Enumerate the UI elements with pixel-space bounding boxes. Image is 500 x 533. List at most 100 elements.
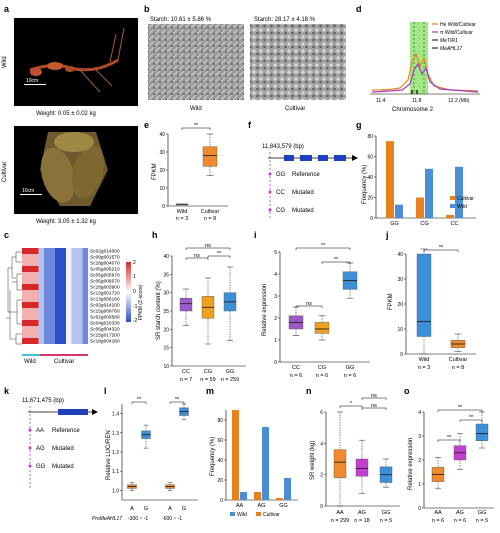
x-tick-label: n = 6 xyxy=(344,373,356,379)
significance-label: * xyxy=(350,401,353,407)
y-tick-label: 10 xyxy=(397,327,403,333)
heatmap-cell xyxy=(82,338,88,344)
genotype-desc: Mutated xyxy=(292,190,314,196)
heatmap-cell xyxy=(27,278,33,284)
heatmap-cell xyxy=(82,290,88,296)
heatmap-cell xyxy=(55,248,61,254)
heatmap-cell xyxy=(55,332,61,338)
heatmap-cell xyxy=(66,326,72,332)
wild-root-photo xyxy=(14,18,138,106)
significance-bracket xyxy=(169,401,185,404)
heatmap-cell xyxy=(44,338,50,344)
panel-c: c Sc02g014000Sc09g001570Sc18g004070Sc05g… xyxy=(4,230,144,365)
scale-tick: 1 xyxy=(133,274,136,280)
heatmap-cell xyxy=(71,248,77,254)
heatmap-cell xyxy=(77,338,83,344)
significance-bracket xyxy=(423,249,459,252)
panel-letter: c xyxy=(4,230,9,240)
heatmap-cell xyxy=(55,254,61,260)
panel-letter: l xyxy=(104,386,107,396)
heatmap-cell xyxy=(60,308,66,314)
y-tick-label: 6 xyxy=(320,410,323,416)
heatmap-cell xyxy=(71,320,77,326)
row-label-wild: Wild xyxy=(2,56,8,68)
heatmap-cell xyxy=(27,260,33,266)
heatmap-cell xyxy=(27,326,33,332)
genotype-desc: Mutated xyxy=(52,446,74,452)
significance-label: ns xyxy=(194,253,200,259)
y-tick-label: 4 xyxy=(274,272,277,278)
significance-label: ns xyxy=(306,301,312,307)
bar xyxy=(386,141,394,218)
panel-letter: m xyxy=(206,386,214,396)
exon xyxy=(58,409,88,415)
bar xyxy=(254,492,261,500)
x-tick-label: n = 6 xyxy=(432,518,444,524)
x-tick-label: n = 299 xyxy=(331,518,350,524)
wild-root-image xyxy=(24,27,125,93)
y-tick-label: 40 xyxy=(397,252,403,258)
scale-bar-label: 10cm xyxy=(26,78,38,84)
heatmap-cell xyxy=(22,278,28,284)
heatmap-cell xyxy=(77,296,83,302)
x-tick-label: n = 59 xyxy=(200,377,215,383)
heatmap-cell xyxy=(77,260,83,266)
heatmap-cell xyxy=(44,314,50,320)
significance-label: ** xyxy=(321,243,326,249)
heatmap-cell xyxy=(33,260,39,266)
y-tick-label: 30 xyxy=(163,291,169,297)
pi-line xyxy=(371,62,479,93)
sem-label-wild: Wild xyxy=(190,106,202,112)
x-tick-label: Wild xyxy=(419,357,430,363)
heatmap-cell xyxy=(38,308,44,314)
heatmap-cell xyxy=(33,272,39,278)
heatmap-cell xyxy=(60,314,66,320)
heatmap-cell xyxy=(82,326,88,332)
y-tick-label: 1.0 xyxy=(112,488,119,494)
chart-e: 0 10 20 30 40 ** Wild Cultivar n = 3 n = 8 xyxy=(159,123,228,222)
panel-l: l Relative LUC/REN 1.0 1.1 1.2 1.3 1.4 ** ** A G… xyxy=(92,386,198,522)
gene-label: Sc02g014000 xyxy=(90,249,120,255)
x-tick: 11.4 xyxy=(376,98,386,104)
heatmap-cell xyxy=(66,320,72,326)
gene-label: Sc05g004320 xyxy=(90,327,120,333)
bar xyxy=(455,166,463,218)
heatmap-cell xyxy=(33,326,39,332)
x-tick-label: Cultivar xyxy=(201,209,220,215)
box xyxy=(416,253,432,337)
panel-n: n SR weight (kg) 0 2 4 6 ns * ns AA AG GG n = 299 n… xyxy=(306,386,400,524)
significance-bracket xyxy=(437,409,483,412)
box xyxy=(202,146,218,167)
heatmap-cell xyxy=(27,308,33,314)
heatmap-cell xyxy=(55,338,61,344)
x-tick-label: CC xyxy=(451,221,459,227)
promoter-label: ProMeAHL17 xyxy=(92,516,122,522)
panel-j: j FPKM 0 10 20 30 40 ** Wild Cultivar n = 3 n = 8 xyxy=(385,230,476,371)
panel-letter: i xyxy=(254,230,257,240)
panel-letter: f xyxy=(248,120,252,130)
panel-o: o Relative expression 0 1 2 3 4 ** ** ** AA AG GG n… xyxy=(404,386,494,524)
panel-h: h SR starch content (%) 10 15 20 25 30 35 40 ns… xyxy=(152,230,246,383)
x-tick-label: n = 6 xyxy=(454,518,466,524)
heatmap-cell xyxy=(33,332,39,338)
x-tick-label: A xyxy=(168,506,172,512)
panel-letter: b xyxy=(144,4,150,14)
heatmap-cell xyxy=(44,248,50,254)
significance-label: ** xyxy=(439,245,444,251)
heatmap-cell xyxy=(55,278,61,284)
heatmap-cell xyxy=(71,290,77,296)
genotype-code: CG xyxy=(276,208,285,214)
heatmap-cell xyxy=(44,266,50,272)
heatmap-cell xyxy=(22,290,28,296)
heatmap-cell xyxy=(33,278,39,284)
heatmap-cell xyxy=(33,338,39,344)
heatmap-cell xyxy=(71,272,77,278)
heatmap-cell xyxy=(49,320,55,326)
heatmap-cell xyxy=(71,308,77,314)
significance-label: ** xyxy=(334,257,339,263)
heatmap-cell xyxy=(27,290,33,296)
y-tick-label: 4 xyxy=(320,441,323,447)
heatmap-cell xyxy=(60,260,66,266)
chart-g: 0 20 40 60 80 GG CG CC xyxy=(367,134,476,227)
y-tick-label: 5 xyxy=(274,250,277,256)
